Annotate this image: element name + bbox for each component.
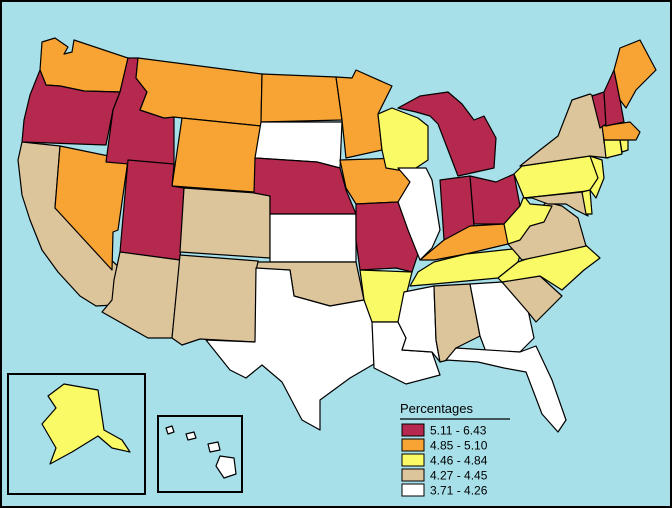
state-nj[interactable] xyxy=(589,155,605,199)
state-ks[interactable] xyxy=(269,213,357,263)
legend-swatch xyxy=(401,483,425,497)
state-il[interactable] xyxy=(397,167,441,261)
legend-label: 3.71 - 4.26 xyxy=(430,484,488,498)
legend-label: 4.27 - 4.45 xyxy=(430,469,488,483)
state-hi-oahu[interactable] xyxy=(185,431,197,441)
legend-swatch xyxy=(401,438,425,452)
state-ri[interactable] xyxy=(619,139,629,153)
legend-label: 4.46 - 4.84 xyxy=(430,454,488,468)
legend-swatch xyxy=(401,453,425,467)
alaska-inset-frame xyxy=(7,373,146,495)
state-nd[interactable] xyxy=(260,73,343,123)
state-ms[interactable] xyxy=(397,285,441,363)
state-wv[interactable] xyxy=(503,195,553,245)
legend-items: 5.11 - 6.434.85 - 5.104.46 - 4.844.27 - … xyxy=(401,423,488,498)
state-hi-maui[interactable] xyxy=(207,441,221,453)
hawaii-islands xyxy=(165,425,237,479)
state-wy[interactable] xyxy=(171,117,262,193)
state-hi-kauai[interactable] xyxy=(165,425,175,435)
state-nm[interactable] xyxy=(171,254,259,346)
state-co[interactable] xyxy=(179,187,271,259)
state-fl[interactable] xyxy=(445,345,567,433)
state-wi[interactable] xyxy=(377,107,429,173)
legend: Percentages 5.11 - 6.434.85 - 5.104.46 -… xyxy=(400,401,510,498)
state-tx[interactable] xyxy=(205,267,375,431)
state-ak[interactable] xyxy=(41,383,131,465)
legend-swatch xyxy=(401,423,425,437)
hawaii-inset-frame xyxy=(157,415,243,493)
state-de[interactable] xyxy=(581,189,593,215)
legend-label: 5.11 - 6.43 xyxy=(430,424,487,438)
legend-title: Percentages xyxy=(400,401,473,416)
state-nh[interactable] xyxy=(603,69,625,127)
legend-label: 4.85 - 5.10 xyxy=(430,439,488,453)
state-mi[interactable] xyxy=(397,91,497,177)
state-wa[interactable] xyxy=(39,37,129,93)
state-me[interactable] xyxy=(613,39,657,109)
state-hi-big-island[interactable] xyxy=(215,455,237,479)
legend-swatch xyxy=(401,468,425,482)
state-ma[interactable] xyxy=(601,121,641,141)
state-ct[interactable] xyxy=(603,139,623,159)
